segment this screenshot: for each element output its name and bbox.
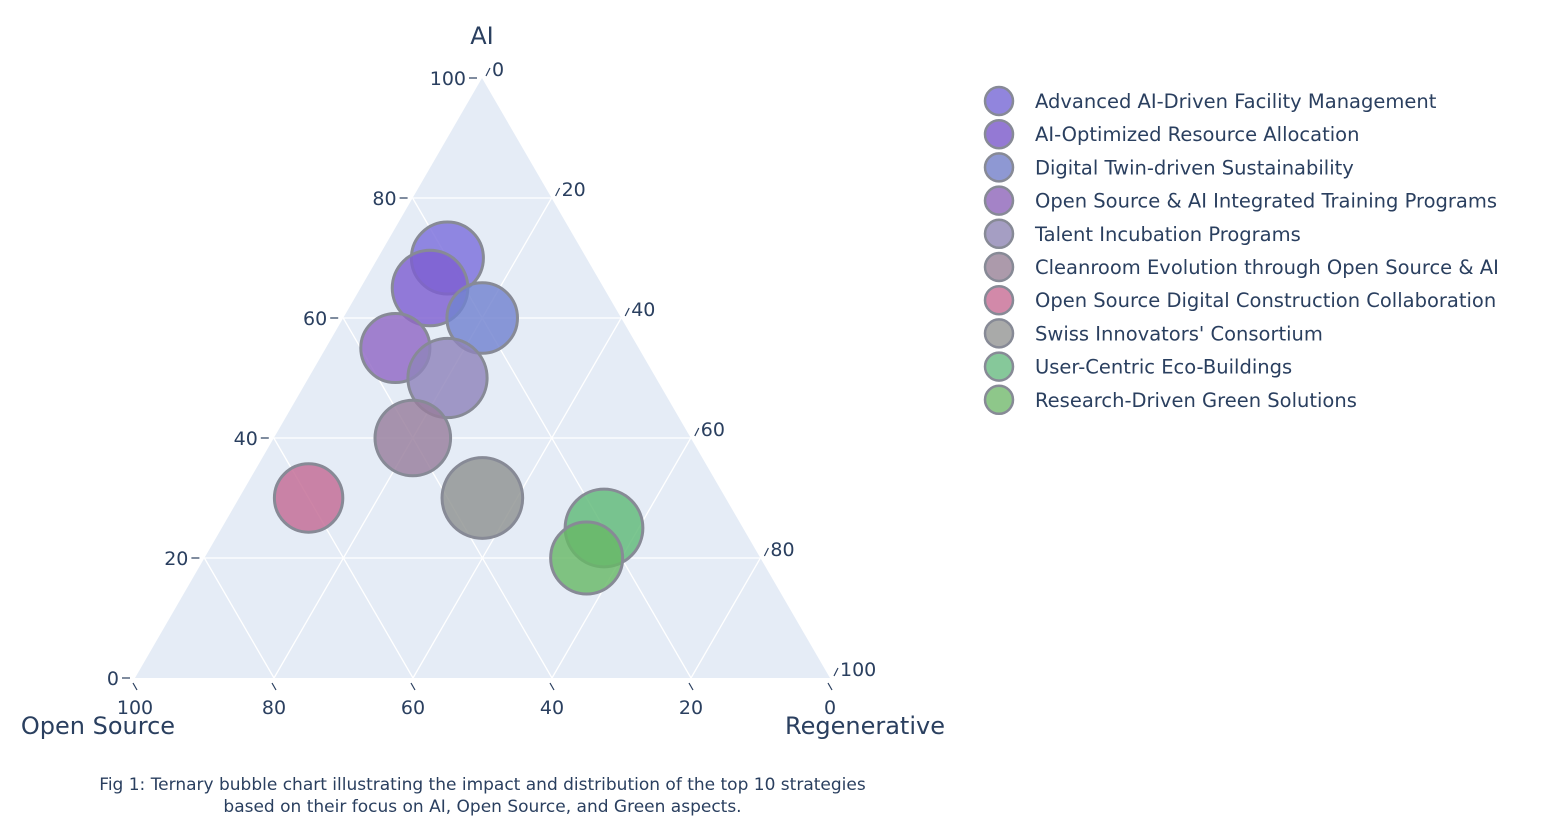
legend-item: Open Source Digital Construction Collabo… <box>983 284 1496 316</box>
open-source-tick-label: 60 <box>401 697 425 719</box>
legend-label: Swiss Innovators' Consortium <box>1035 322 1323 345</box>
legend-item: Swiss Innovators' Consortium <box>983 318 1323 349</box>
open-source-tick-mark <box>132 682 138 691</box>
regenerative-tick-label: 40 <box>631 299 655 321</box>
regenerative-axis-title: Regenerative <box>785 712 945 740</box>
regenerative-tick-label: 60 <box>701 419 725 441</box>
open-source-tick-label: 0 <box>824 697 836 719</box>
legend-marker <box>983 185 1015 216</box>
legend-label: Research-Driven Green Solutions <box>1035 389 1357 412</box>
ai-tick-label: 40 <box>234 428 258 450</box>
grid-line-open-source <box>203 557 275 679</box>
ai-tick-label: 0 <box>107 668 119 690</box>
bubble-marker <box>549 520 625 596</box>
bubble-marker <box>406 336 489 420</box>
bubble-marker <box>440 456 525 540</box>
legend-item: User-Centric Eco-Buildings <box>983 351 1292 382</box>
open-source-tick-mark <box>827 682 833 691</box>
legend-label: Open Source Digital Construction Collabo… <box>1035 289 1496 312</box>
regenerative-tick-label: 20 <box>562 179 586 201</box>
open-source-tick-mark <box>549 682 555 691</box>
legend-marker <box>983 152 1015 183</box>
open-source-tick-label: 100 <box>117 697 153 719</box>
open-source-tick-mark <box>410 682 416 691</box>
legend-marker <box>983 351 1015 382</box>
legend-label: User-Centric Eco-Buildings <box>1035 356 1292 379</box>
regenerative-tick-label: 0 <box>492 59 504 81</box>
regenerative-tick-mark <box>485 67 491 77</box>
legend-marker <box>983 85 1015 117</box>
legend-item: Research-Driven Green Solutions <box>983 384 1357 416</box>
legend-marker <box>983 318 1015 349</box>
open-source-axis-title: Open Source <box>21 712 175 740</box>
legend: Advanced AI-Driven Facility Management AI… <box>983 85 1499 416</box>
legend-label: Cleanroom Evolution through Open Source … <box>1035 256 1499 279</box>
legend-marker <box>983 251 1015 283</box>
legend-item: AI-Optimized Resource Allocation <box>983 118 1359 150</box>
legend-label: Talent Incubation Programs <box>1034 223 1301 246</box>
open-source-tick-label: 20 <box>679 697 703 719</box>
figure-caption: Fig 1: Ternary bubble chart illustrating… <box>30 774 935 818</box>
regenerative-tick-mark <box>624 307 630 317</box>
legend-marker <box>983 118 1015 150</box>
ai-axis-title: AI <box>470 22 494 50</box>
bubble-marker <box>272 462 345 534</box>
legend-marker <box>983 384 1015 416</box>
legend-marker <box>983 284 1015 316</box>
regenerative-tick-label: 100 <box>840 659 876 681</box>
legend-marker <box>983 218 1015 250</box>
bubble-marker <box>445 281 519 355</box>
open-source-tick-label: 80 <box>262 697 286 719</box>
ai-tick-label: 60 <box>303 308 327 330</box>
grid-line-regenerative <box>690 557 761 679</box>
regenerative-tick-mark <box>833 667 839 677</box>
regenerative-tick-mark <box>694 427 700 437</box>
legend-label: Digital Twin-driven Sustainability <box>1035 156 1354 179</box>
open-source-tick-label: 40 <box>540 697 564 719</box>
regenerative-tick-label: 80 <box>770 539 794 561</box>
caption-line-2: based on their focus on AI, Open Source,… <box>223 797 742 817</box>
bubble-marker <box>373 398 453 478</box>
regenerative-tick-mark <box>555 187 561 197</box>
legend-label: AI-Optimized Resource Allocation <box>1035 123 1359 146</box>
ai-tick-label: 20 <box>164 548 188 570</box>
ternary-plot-area: 020406080100020406080100020406080100AIOp… <box>21 22 945 740</box>
legend-item: Open Source & AI Integrated Training Pro… <box>983 185 1497 216</box>
open-source-tick-mark <box>688 682 694 691</box>
legend-item: Cleanroom Evolution through Open Source … <box>983 251 1499 283</box>
regenerative-tick-mark <box>763 547 769 557</box>
legend-item: Digital Twin-driven Sustainability <box>983 152 1354 183</box>
caption-line-1: Fig 1: Ternary bubble chart illustrating… <box>99 775 866 795</box>
ai-tick-label: 80 <box>372 188 396 210</box>
legend-item: Advanced AI-Driven Facility Management <box>983 85 1437 117</box>
legend-label: Advanced AI-Driven Facility Management <box>1035 90 1437 113</box>
ai-tick-label: 100 <box>430 68 466 90</box>
legend-label: Open Source & AI Integrated Training Pro… <box>1035 190 1497 213</box>
open-source-tick-mark <box>271 682 277 691</box>
legend-item: Talent Incubation Programs <box>983 218 1301 250</box>
